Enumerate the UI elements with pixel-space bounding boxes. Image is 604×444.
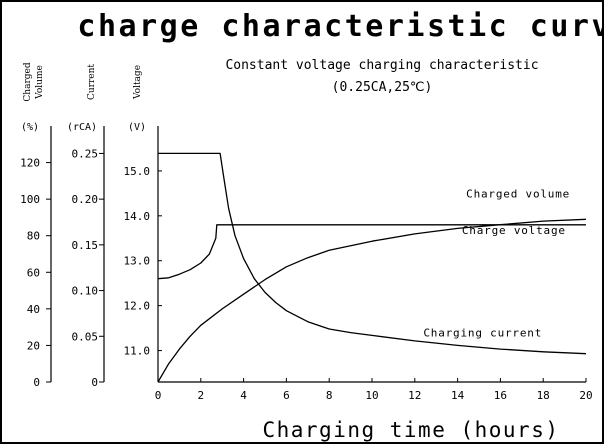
volume-tick-label: 120	[20, 157, 40, 170]
voltage-tick-label: 14.0	[124, 210, 151, 223]
volume-tick-label: 100	[20, 193, 40, 206]
voltage-axis-unit: (V)	[128, 122, 146, 133]
x-tick-label: 6	[283, 389, 290, 402]
axes-layer: 0 2 4 6 8 10 12 14 16 18 20 0 20 40 60 80 100 120 0 0.05 0.1…	[20, 126, 593, 402]
volume-tick-label: 20	[27, 339, 40, 352]
current-axis-unit: (rCA)	[67, 122, 97, 133]
x-tick-label: 16	[494, 389, 507, 402]
current-tick-label: 0.15	[72, 239, 99, 252]
volume-axis-title-line2: Volume	[35, 65, 45, 100]
x-tick-label: 0	[155, 389, 162, 402]
x-tick-label: 8	[326, 389, 333, 402]
current-tick-label: 0.20	[72, 193, 99, 206]
voltage-axis-title: Voltage	[133, 65, 143, 100]
chart-title: charge characteristic curve	[77, 9, 604, 44]
volume-axis-title-line1: Charged	[23, 62, 33, 101]
current-tick-label: 0.25	[72, 147, 99, 160]
x-tick-label: 4	[240, 389, 247, 402]
voltage-tick-label: 12.0	[124, 300, 151, 313]
x-tick-label: 14	[451, 389, 465, 402]
current-tick-label: 0.05	[72, 330, 99, 343]
x-tick-label: 10	[365, 389, 378, 402]
charging-current-line	[158, 152, 587, 355]
charge-voltage-line	[157, 224, 586, 280]
voltage-tick-label: 11.0	[124, 345, 151, 358]
series-labels-layer: Charged volume Charge voltage Charging cur…	[423, 187, 570, 339]
volume-tick-label: 80	[27, 230, 40, 243]
x-tick-label: 20	[579, 389, 592, 402]
x-tick-label: 18	[537, 389, 550, 402]
current-axis-title: Current	[87, 64, 97, 100]
chart-subtitle-line1: Constant voltage charging characteristic	[225, 58, 538, 73]
current-tick-label: 0.10	[72, 285, 99, 298]
volume-tick-label: 0	[33, 376, 40, 389]
charge-voltage-label: Charge voltage	[462, 224, 566, 237]
series-layer	[157, 152, 587, 383]
x-tick-label: 2	[197, 389, 204, 402]
x-tick-label: 12	[408, 389, 421, 402]
charging-current-label: Charging current	[423, 326, 542, 339]
voltage-tick-label: 13.0	[124, 255, 151, 268]
volume-tick-label: 40	[27, 303, 40, 316]
volume-tick-label: 60	[27, 266, 40, 279]
charged-volume-label: Charged volume	[466, 187, 570, 200]
charged-volume-line	[157, 218, 587, 383]
volume-axis-unit: (%)	[21, 122, 39, 133]
current-tick-label: 0	[91, 376, 98, 389]
x-axis-title: Charging time (hours)	[262, 418, 559, 442]
voltage-tick-label: 15.0	[124, 165, 151, 178]
chart-subtitle-line2: (0.25CA,25℃)	[332, 80, 433, 95]
